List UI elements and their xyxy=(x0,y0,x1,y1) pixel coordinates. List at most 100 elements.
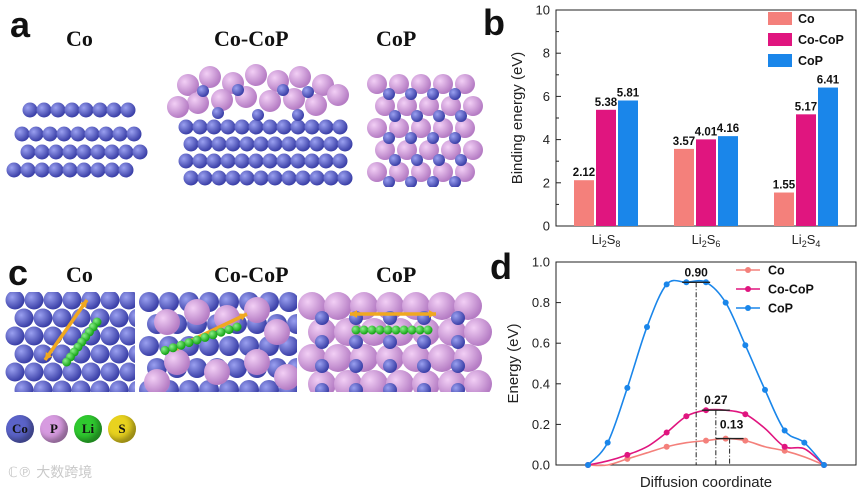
co-atom xyxy=(112,126,128,142)
co-atom xyxy=(90,144,106,160)
co-atom xyxy=(128,308,135,328)
co-atom xyxy=(159,292,179,312)
co-atom xyxy=(62,362,82,382)
bar-value-label: 5.17 xyxy=(795,101,817,113)
p-atom xyxy=(244,349,270,375)
co-atom xyxy=(332,119,348,135)
x-tick-label: Li2S6 xyxy=(692,232,721,249)
bar-cop xyxy=(618,100,638,226)
co-atom xyxy=(109,380,129,392)
p-atom xyxy=(184,299,210,325)
li-atom xyxy=(351,325,361,335)
x-axis-label: Diffusion coordinate xyxy=(640,474,772,491)
co-atom xyxy=(90,344,110,364)
co-atom xyxy=(449,88,461,100)
y-axis-label: Energy (eV) xyxy=(505,323,522,403)
co-atom xyxy=(315,311,329,325)
bar-co-cop xyxy=(696,139,716,226)
co-atom xyxy=(227,358,247,378)
co-atom xyxy=(70,126,86,142)
co-atom xyxy=(337,170,353,186)
co-atom xyxy=(192,119,208,135)
point-co-cop xyxy=(624,451,631,458)
co-atom xyxy=(276,119,292,135)
co-atom xyxy=(50,102,66,118)
li-atom xyxy=(160,345,170,355)
p-atom xyxy=(397,140,417,160)
co-atom xyxy=(20,144,36,160)
co-atom xyxy=(315,383,329,392)
co-atom xyxy=(383,176,395,187)
co-atom xyxy=(405,176,417,187)
co-atom xyxy=(24,326,44,346)
co-atom xyxy=(451,359,465,373)
co-atom xyxy=(36,102,52,118)
co-atom xyxy=(267,170,283,186)
panel-letter-d: d xyxy=(490,246,512,287)
co-atom xyxy=(109,308,129,328)
co-atom xyxy=(6,162,22,178)
co-atom xyxy=(5,292,25,310)
co-atom xyxy=(451,383,465,392)
co-atom xyxy=(128,380,135,392)
y-tick-label: 6 xyxy=(543,89,550,104)
co-atom xyxy=(262,119,278,135)
co-atom xyxy=(417,359,431,373)
p-atom xyxy=(375,140,395,160)
p-atom xyxy=(167,96,189,118)
co-atom xyxy=(62,292,82,310)
co-atom xyxy=(411,110,423,122)
legend-label: Co xyxy=(798,12,815,26)
binding-energy-bar-chart: 0 2 4 6 8 10 Binding energy (eV) 2.12 5.385.81 Li… xyxy=(509,3,857,249)
co-atom xyxy=(78,102,94,118)
co-atom xyxy=(295,136,311,152)
li-atom xyxy=(168,343,178,353)
line-co-cop xyxy=(587,408,825,466)
co-atom xyxy=(120,102,136,118)
point-cop xyxy=(663,281,670,288)
p-atom xyxy=(441,96,461,116)
co-atom xyxy=(81,362,101,382)
co-atom xyxy=(220,153,236,169)
co-atom xyxy=(14,344,34,364)
p-atom xyxy=(308,318,336,346)
y-tick-label: 0.4 xyxy=(532,376,550,391)
y-tick-label: 0.2 xyxy=(532,417,550,432)
bar-cop xyxy=(818,87,838,226)
co-atom xyxy=(48,144,64,160)
diffusion-arrowhead xyxy=(45,352,53,360)
co-atom xyxy=(179,380,199,392)
p-atom xyxy=(245,64,267,86)
p-atom xyxy=(389,74,409,94)
co-atom xyxy=(28,126,44,142)
p-atom xyxy=(259,90,281,112)
point-cop xyxy=(722,299,729,306)
legend-swatch-co xyxy=(768,12,792,25)
bar-co-cop xyxy=(796,114,816,226)
co-atom xyxy=(433,154,445,166)
li-atom xyxy=(359,325,369,335)
co-atom xyxy=(225,136,241,152)
bar-value-label: 4.01 xyxy=(695,126,718,138)
li-atom xyxy=(192,335,202,345)
y-tick-label: 8 xyxy=(543,46,550,61)
p-atom xyxy=(367,74,387,94)
structure-image-co-slab xyxy=(6,102,148,178)
co-atom xyxy=(106,102,122,118)
li-atom xyxy=(176,340,186,350)
plot-frame xyxy=(555,261,857,466)
co-atom xyxy=(206,119,222,135)
point-cop xyxy=(801,439,808,446)
li-atom xyxy=(415,325,425,335)
co-atom xyxy=(239,136,255,152)
co-atom xyxy=(52,380,72,392)
co-atom xyxy=(33,308,53,328)
co-atom xyxy=(5,326,25,346)
panel-letter-c: c xyxy=(8,252,29,293)
p-atom xyxy=(428,344,456,372)
p-atom xyxy=(177,74,199,96)
p-atom xyxy=(164,349,190,375)
co-atom xyxy=(309,170,325,186)
co-atom xyxy=(259,380,279,392)
p-atom xyxy=(144,369,170,392)
